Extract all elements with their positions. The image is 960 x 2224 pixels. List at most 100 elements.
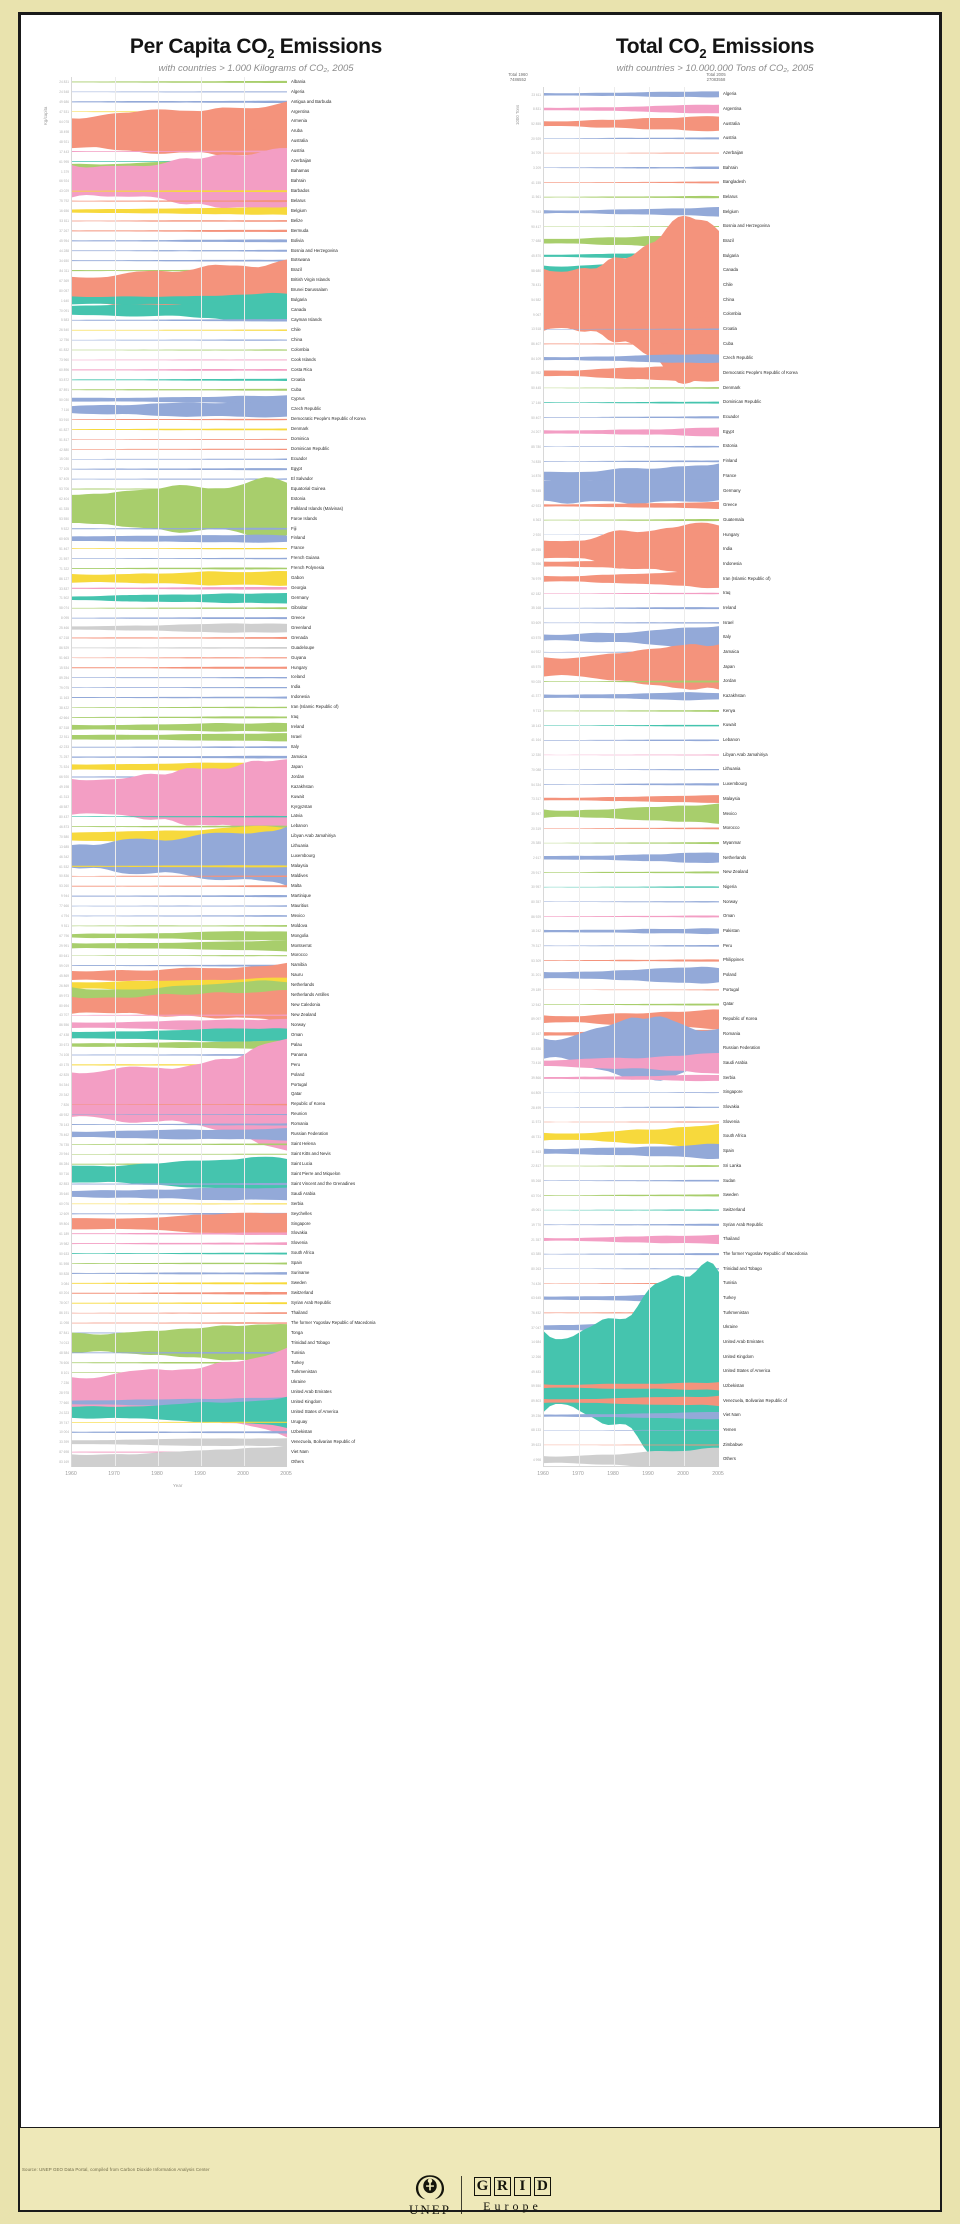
total-title-main: Total CO (615, 35, 700, 58)
row-value: 61 832 (59, 348, 69, 353)
stream-band: Colombia (544, 311, 719, 318)
row-value: 75 792 (59, 199, 69, 204)
row-value: 6 363 (533, 518, 541, 523)
country-label: Viet Nam (291, 1448, 309, 1454)
row-value: 11 098 (59, 1321, 69, 1326)
row-value: 9 522 (61, 526, 69, 531)
row-value: 54 334 (531, 782, 541, 787)
country-label: Morocco (723, 825, 740, 831)
country-label: Lithuania (723, 766, 741, 772)
country-label: Malaysia (291, 863, 308, 869)
stream-band: Argentina (544, 104, 719, 114)
country-label: Netherlands (291, 982, 315, 988)
total-panel: Total CO2 Emissions with countries > 10.… (491, 15, 939, 2127)
stream-band: Kuwait (72, 759, 287, 835)
country-label: Germany (723, 487, 741, 493)
row-value: 59 550 (531, 1384, 541, 1389)
country-label: Antigua and Barbuda (291, 98, 332, 104)
row-value: 60 204 (59, 1291, 69, 1296)
x-tick-1970: 1970 (108, 1471, 120, 1477)
country-label: Portugal (723, 986, 740, 992)
row-value: 77 660 (59, 1400, 69, 1405)
row-value: 31 201 (531, 973, 541, 978)
row-value: 43 707 (59, 1013, 69, 1018)
country-label: Nigeria (723, 883, 737, 889)
stream-band: Sweden (72, 1282, 287, 1285)
row-value: 89 097 (531, 1017, 541, 1022)
stream-band: Croatia (72, 378, 287, 381)
row-value: 73 960 (59, 358, 69, 363)
row-value: 49 483 (531, 1369, 541, 1374)
stream-band: Cayman Islands (72, 318, 287, 322)
country-label: British Virgin Islands (291, 277, 330, 283)
row-value: 9 511 (61, 924, 69, 929)
country-label: United States of America (723, 1368, 771, 1374)
row-value: 49 686 (59, 100, 69, 105)
country-label: Jordan (723, 678, 737, 684)
row-value: 78 431 (531, 283, 541, 288)
country-label: Dominican Republic (723, 399, 762, 405)
stream-band: Israel (72, 733, 287, 742)
row-value: 71 502 (59, 596, 69, 601)
country-label: Guadeloupe (291, 644, 315, 650)
stream-band: Sweden (544, 1194, 719, 1197)
row-value: 67 369 (59, 278, 69, 283)
country-label: Greenland (291, 624, 312, 630)
row-value: 82 853 (59, 1182, 69, 1187)
country-label: Yemen (723, 1427, 737, 1433)
country-label: Finland (291, 535, 306, 541)
row-value: 51 663 (59, 656, 69, 661)
stream-band: Romania (72, 1123, 287, 1126)
row-value: 86 929 (531, 914, 541, 919)
stream-band: Austria (72, 150, 287, 153)
row-value: 53 910 (59, 417, 69, 422)
stream-band: Kenya (544, 710, 719, 712)
row-value: 71 524 (59, 765, 69, 770)
row-value: 58 680 (531, 268, 541, 273)
row-value: 42 923 (531, 503, 541, 508)
row-value: 8 101 (61, 1370, 69, 1375)
row-value: 53 309 (531, 958, 541, 963)
stream-band: Italy (72, 746, 287, 749)
row-value: 11 163 (59, 695, 69, 700)
country-label: Ecuador (723, 414, 740, 420)
stream-band: Thailand (72, 1312, 287, 1314)
row-value: 70 088 (531, 767, 541, 772)
row-value: 1 379 (61, 169, 69, 174)
stream-band: Israel (544, 622, 719, 624)
row-value: 37 047 (531, 1325, 541, 1330)
country-label: Croatia (291, 376, 305, 382)
stream-band: Jordan (544, 680, 719, 683)
row-value: 20 929 (531, 136, 541, 141)
country-label: French Guiana (291, 555, 320, 561)
country-label: Austria (291, 148, 305, 154)
country-label: Bolivia (291, 237, 304, 243)
stream-band: Cyprus (72, 395, 287, 405)
row-value: 64 078 (59, 119, 69, 124)
stream-band: Lebanon (72, 825, 287, 828)
row-value: 12 609 (59, 1212, 69, 1217)
country-label: Jamaica (723, 649, 740, 654)
country-label: New Zealand (291, 1012, 317, 1018)
country-label: Iraq (723, 590, 731, 596)
per-capita-y-axis-label: Kg/capita (43, 106, 48, 125)
charts-canvas: Per Capita CO2 Emissions with countries … (20, 14, 940, 2128)
country-label: Mauritius (291, 902, 309, 908)
stream-band: Slovenia (72, 1242, 287, 1245)
country-label: The former Yugoslav Republic of Macedoni… (291, 1319, 376, 1325)
row-value: 2 920 (533, 532, 541, 537)
country-label: Uzbekistan (291, 1429, 313, 1435)
row-value: 60 076 (59, 1202, 69, 1207)
stream-band: Syrian Arab Republic (72, 1302, 287, 1305)
stream-band: Kuwait (544, 724, 719, 727)
country-label: Bosnia and Herzegovina (723, 223, 770, 229)
country-label: Serbia (291, 1200, 304, 1206)
total-title-tail: Emissions (706, 35, 815, 58)
country-label: Denmark (723, 384, 741, 390)
country-label: Panama (291, 1051, 308, 1057)
stream-band: Ireland (72, 722, 287, 732)
row-value: 1 640 (61, 298, 69, 303)
europe-wordmark: Europe (483, 2198, 542, 2213)
stream-band: Switzerland (544, 1209, 719, 1211)
